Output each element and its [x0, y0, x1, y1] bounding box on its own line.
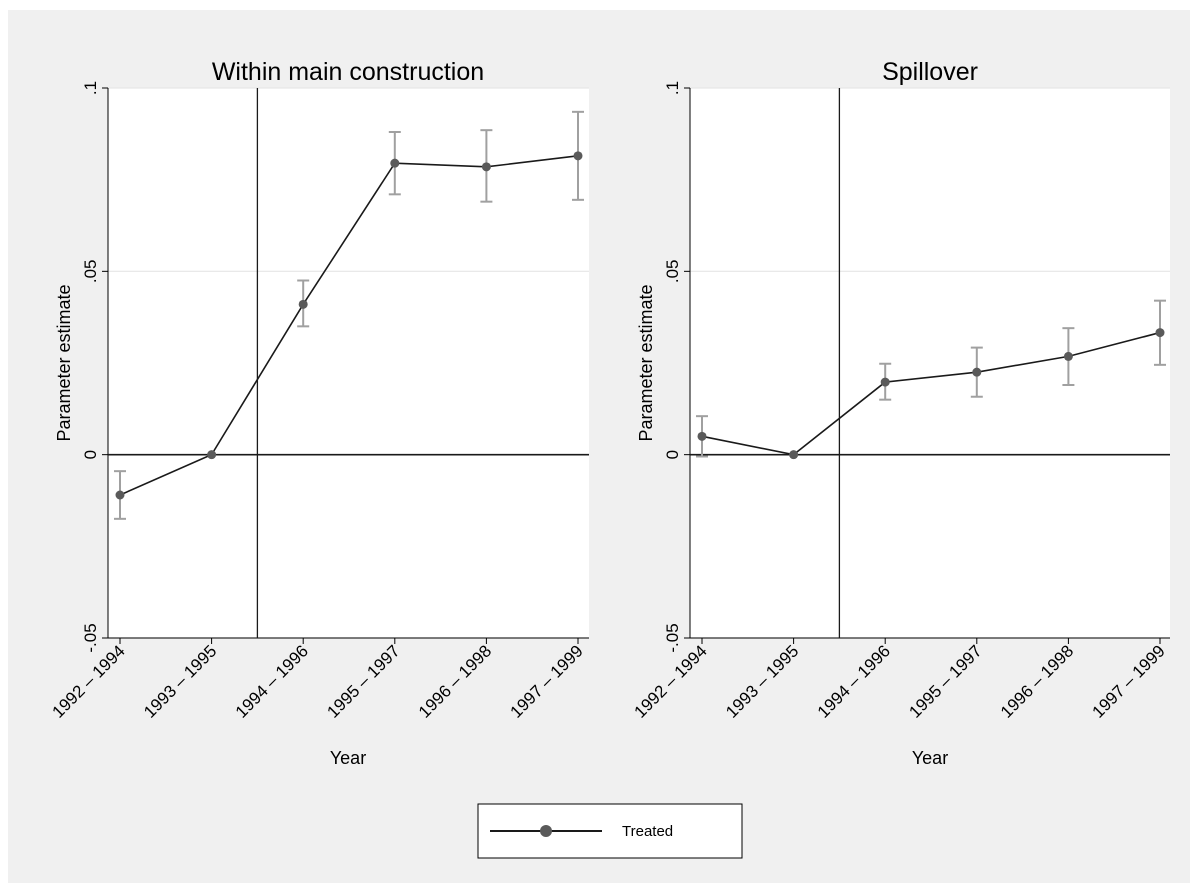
y-tick-label: -.05 — [81, 623, 100, 652]
legend: Treated — [477, 803, 743, 859]
data-point — [298, 299, 308, 309]
y-tick-label: .1 — [663, 81, 682, 95]
series-line-treated — [701, 331, 1161, 456]
legend-label: Treated — [622, 823, 673, 840]
legend-marker-sample — [540, 825, 552, 837]
plot-background — [108, 88, 589, 638]
y-tick-label: .1 — [81, 81, 100, 95]
y-tick-label: .05 — [663, 260, 682, 284]
data-point — [789, 450, 799, 460]
series-line-treated — [119, 155, 579, 496]
y-axis-title: Parameter estimate — [54, 284, 74, 441]
y-tick-label: 0 — [663, 450, 682, 459]
data-point — [115, 490, 125, 500]
data-point — [481, 162, 491, 172]
data-point — [972, 367, 982, 377]
y-axis-title: Parameter estimate — [636, 284, 656, 441]
x-axis-title: Year — [912, 748, 948, 768]
y-tick-label: -.05 — [663, 623, 682, 652]
plot-background — [690, 88, 1170, 638]
panel-title: Within main construction — [212, 58, 484, 86]
data-point — [697, 431, 707, 441]
data-point — [573, 151, 583, 161]
panel-title: Spillover — [882, 58, 978, 86]
panel-left: Within main construction Parameter estim… — [49, 58, 589, 768]
data-point — [1155, 328, 1165, 338]
x-axis-title: Year — [330, 748, 366, 768]
y-tick-label: .05 — [81, 260, 100, 284]
y-tick-label: 0 — [81, 450, 100, 459]
data-point — [207, 450, 217, 460]
data-point — [880, 377, 890, 387]
data-point — [390, 158, 400, 168]
data-point — [1063, 351, 1073, 361]
